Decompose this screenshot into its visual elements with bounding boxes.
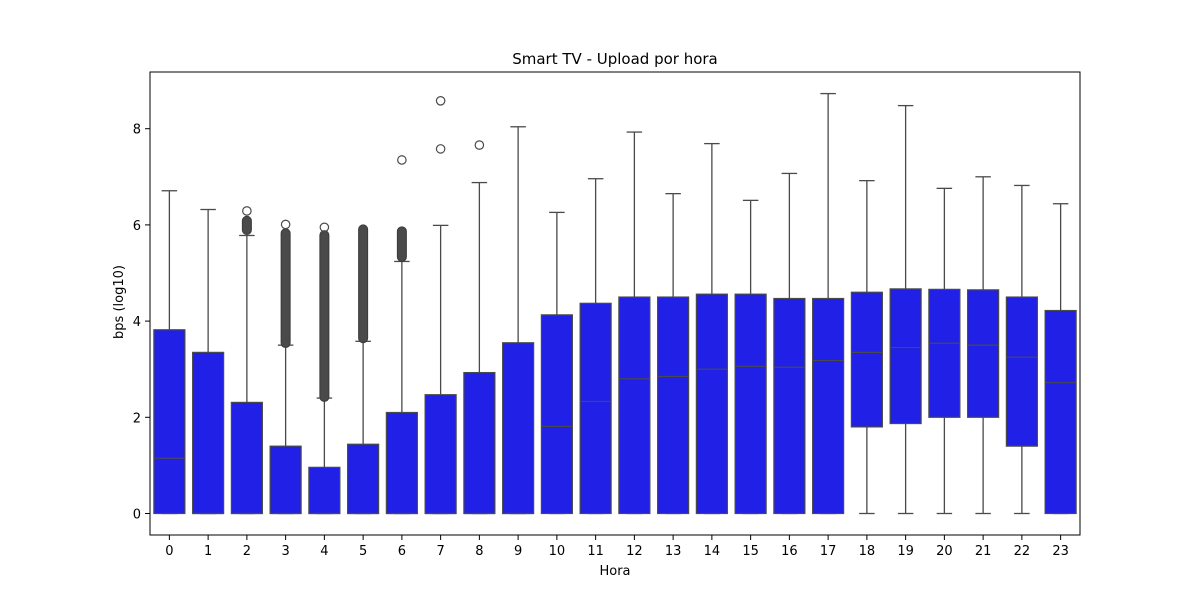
outlier-point xyxy=(319,222,330,233)
box-iqr xyxy=(463,371,496,515)
outlier-point xyxy=(280,219,291,230)
x-tick-label: 10 xyxy=(549,544,566,559)
y-tick-label: 4 xyxy=(133,315,141,330)
x-tick-label: 0 xyxy=(165,544,173,559)
x-tick-label: 14 xyxy=(704,544,721,559)
x-tick-label: 15 xyxy=(742,544,759,559)
x-tick-label: 16 xyxy=(781,544,798,559)
outlier-point xyxy=(242,206,252,216)
outlier-point xyxy=(397,155,407,165)
y-axis-label: bps (log10) xyxy=(112,265,127,339)
box-14: 14 xyxy=(695,142,728,559)
box-0: 0 xyxy=(153,190,186,559)
x-tick-label: 13 xyxy=(665,544,682,559)
box-iqr xyxy=(967,289,1000,418)
box-3: 3 xyxy=(269,219,302,559)
box-21: 21 xyxy=(967,176,1000,559)
box-8: 8 xyxy=(463,140,496,559)
plot-frame xyxy=(149,71,1081,536)
x-tick-label: 5 xyxy=(359,544,367,559)
x-tick-label: 18 xyxy=(859,544,876,559)
chart-title: Smart TV - Upload por hora xyxy=(512,50,718,68)
x-tick-label: 11 xyxy=(587,544,604,559)
x-tick-label: 8 xyxy=(475,544,483,559)
y-tick-label: 0 xyxy=(133,508,141,523)
box-iqr xyxy=(812,297,845,515)
box-19: 19 xyxy=(889,104,922,559)
x-tick-label: 7 xyxy=(436,544,444,559)
box-12: 12 xyxy=(618,131,651,559)
x-tick-label: 17 xyxy=(820,544,837,559)
box-iqr xyxy=(540,314,573,515)
box-23: 23 xyxy=(1044,203,1077,559)
box-iqr xyxy=(889,288,922,425)
x-tick-label: 20 xyxy=(936,544,953,559)
y-tick-label: 6 xyxy=(133,219,141,234)
x-tick-label: 21 xyxy=(975,544,992,559)
box-iqr xyxy=(850,291,883,428)
outlier-point xyxy=(474,140,485,150)
box-iqr xyxy=(269,445,302,515)
box-10: 10 xyxy=(540,211,573,559)
x-tick-label: 2 xyxy=(243,544,251,559)
x-tick-label: 6 xyxy=(398,544,406,559)
box-5: 5 xyxy=(347,224,380,559)
box-11: 11 xyxy=(579,178,612,559)
box-9: 9 xyxy=(502,126,535,559)
y-tick-label: 8 xyxy=(133,123,141,138)
box-20: 20 xyxy=(928,187,961,559)
x-tick-label: 4 xyxy=(320,544,328,559)
box-iqr xyxy=(1044,309,1077,515)
outlier-cluster xyxy=(358,224,369,344)
box-iqr xyxy=(695,293,728,515)
box-4: 4 xyxy=(308,222,341,559)
box-iqr xyxy=(192,351,225,515)
y-tick-label: 2 xyxy=(133,411,141,426)
box-13: 13 xyxy=(657,192,690,559)
x-axis-label: Hora xyxy=(599,564,630,579)
box-iqr xyxy=(773,297,806,515)
x-tick-label: 19 xyxy=(897,544,914,559)
box-iqr xyxy=(308,466,341,515)
box-iqr xyxy=(618,296,651,515)
outlier-cluster xyxy=(241,215,252,236)
x-tick-label: 3 xyxy=(281,544,289,559)
box-22: 22 xyxy=(1005,184,1038,559)
x-tick-label: 1 xyxy=(204,544,212,559)
box-7: 7 xyxy=(424,96,457,559)
box-16: 16 xyxy=(773,172,806,559)
box-iqr xyxy=(734,293,767,515)
x-tick-label: 9 xyxy=(514,544,522,559)
box-17: 17 xyxy=(812,92,845,559)
box-iqr xyxy=(385,411,418,515)
outlier-cluster xyxy=(280,228,291,349)
box-iqr xyxy=(1005,296,1038,447)
box-iqr xyxy=(424,394,457,515)
box-6: 6 xyxy=(385,155,418,559)
box-iqr xyxy=(657,296,690,515)
box-iqr xyxy=(928,288,961,418)
x-tick-label: 22 xyxy=(1014,544,1031,559)
box-15: 15 xyxy=(734,199,767,559)
box-iqr xyxy=(502,342,535,515)
box-iqr xyxy=(153,329,186,515)
box-1: 1 xyxy=(192,208,225,559)
box-iqr xyxy=(347,443,380,515)
box-18: 18 xyxy=(850,179,883,559)
outlier-cluster xyxy=(396,226,407,262)
outlier-point xyxy=(435,96,446,106)
box-iqr xyxy=(230,401,263,515)
outlier-cluster xyxy=(319,230,330,402)
box-2: 2 xyxy=(230,206,263,559)
plot-area: 0 1 2 3 4 5 6 7 8 9 10 11 12 13 14 15 16 17 18 19 20 21 22 2302… xyxy=(133,71,1081,559)
x-tick-label: 12 xyxy=(626,544,643,559)
outlier-point xyxy=(435,144,446,154)
box-iqr xyxy=(579,302,612,515)
x-tick-label: 23 xyxy=(1052,544,1069,559)
